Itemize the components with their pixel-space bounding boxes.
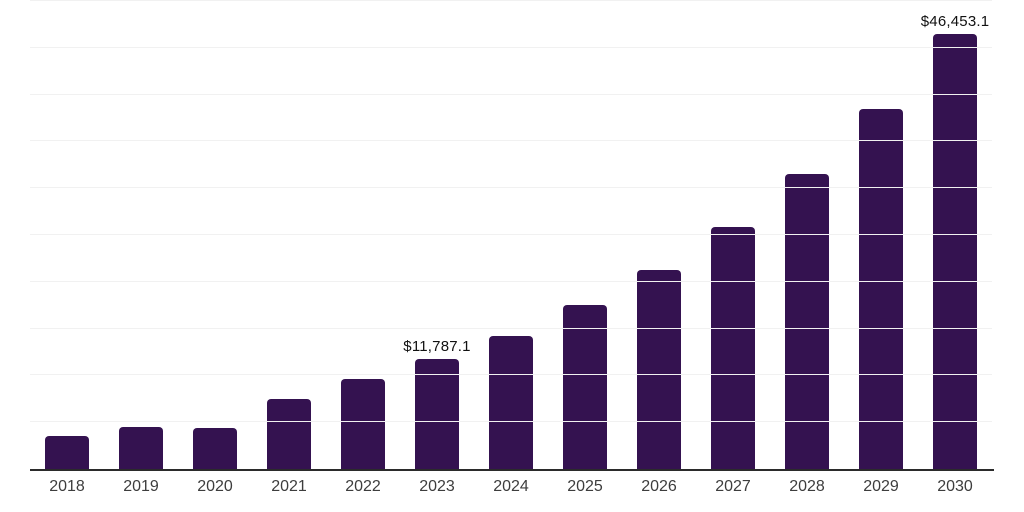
bar-2027 (711, 226, 755, 469)
gridline-10000 (30, 374, 992, 376)
gridline-20000 (30, 280, 992, 282)
x-axis-labels: 2018 2019 2020 2021 2022 2023 2024 2025 2026 2027… (30, 478, 992, 496)
bar-2023: $11,787.1 (403, 338, 471, 469)
x-tick-2022: 2022 (345, 478, 381, 495)
gridline-15000 (30, 327, 992, 329)
x-tick-2029: 2029 (863, 478, 899, 495)
bar-slot-2019 (104, 1, 178, 469)
x-tick-2018: 2018 (49, 478, 85, 495)
bar-2024 (489, 336, 533, 469)
bar-2028 (785, 173, 829, 469)
gridline-50000 (30, 0, 992, 1)
x-tick-2024: 2024 (493, 478, 529, 495)
bar-slot-2020 (178, 1, 252, 469)
data-label-2023: $11,787.1 (403, 337, 471, 355)
bar-2030: $46,453.1 (921, 13, 989, 469)
bar-slot-2022 (326, 1, 400, 469)
x-axis-line (30, 469, 994, 471)
bar-slot-2030: $46,453.1 (918, 1, 992, 469)
bar-2021 (267, 399, 311, 469)
bar-2020 (193, 428, 237, 469)
x-tick-2020: 2020 (197, 478, 233, 495)
gridline-35000 (30, 140, 992, 142)
bar-slot-2025 (548, 1, 622, 469)
x-tick-2023: 2023 (419, 478, 455, 495)
bar-2026 (637, 270, 681, 469)
bar-slot-2027 (696, 1, 770, 469)
bar-slot-2021 (252, 1, 326, 469)
bar-2018 (45, 436, 89, 469)
x-tick-2028: 2028 (789, 478, 825, 495)
bar-slot-2029 (844, 1, 918, 469)
x-tick-2021: 2021 (271, 478, 307, 495)
bar-2019 (119, 427, 163, 469)
bar-2029 (859, 109, 903, 469)
bar-slot-2028 (770, 1, 844, 469)
data-label-2030: $46,453.1 (920, 13, 990, 31)
bar-2025 (563, 305, 607, 469)
gridline-30000 (30, 187, 992, 189)
x-tick-2027: 2027 (715, 478, 751, 495)
x-tick-2026: 2026 (641, 478, 677, 495)
gridline-40000 (30, 93, 992, 95)
x-tick-2030: 2030 (937, 478, 973, 495)
bar-2022 (341, 379, 385, 469)
gridline-45000 (30, 46, 992, 48)
x-tick-2025: 2025 (567, 478, 603, 495)
bar-slot-2018 (30, 1, 104, 469)
plot-area: $11,787.1 $46,453.1 (30, 0, 992, 469)
x-tick-2019: 2019 (123, 478, 159, 495)
bar-slot-2023: $11,787.1 (400, 1, 474, 469)
gridline-25000 (30, 234, 992, 235)
gridline-5000 (30, 421, 992, 423)
bar-slot-2026 (622, 1, 696, 469)
bars-row: $11,787.1 $46,453.1 (30, 1, 992, 469)
bar-slot-2024 (474, 1, 548, 469)
